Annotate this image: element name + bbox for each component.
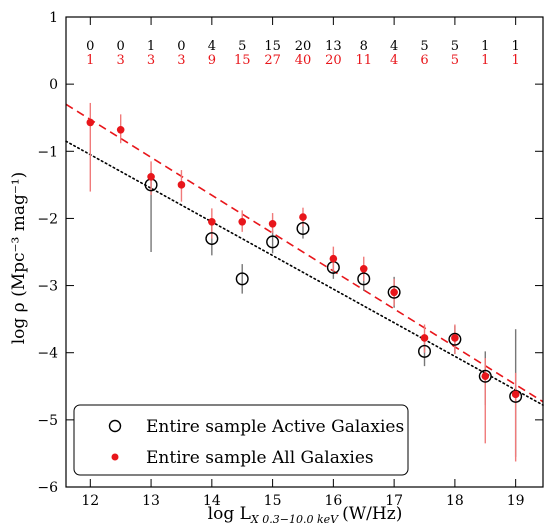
y-tick-label: −3: [37, 279, 58, 295]
count-all: 3: [117, 53, 125, 68]
x-tick-label: 16: [324, 493, 342, 509]
count-all: 1: [481, 53, 489, 68]
legend-box: [73, 404, 409, 476]
count-active: 0: [177, 39, 185, 54]
count-active: 1: [481, 39, 489, 54]
legend-label-all: Entire sample All Galaxies: [146, 448, 374, 468]
legend-marker-active: [108, 419, 122, 433]
marker-all: [329, 254, 338, 263]
x-tick-label: 15: [264, 493, 282, 509]
fit-line-dashed: [65, 103, 544, 403]
marker-all: [116, 126, 125, 134]
y-tick-label: −1: [37, 144, 58, 160]
count-all: 11: [355, 53, 372, 68]
count-active: 5: [420, 39, 428, 54]
fit-line-dotted: [65, 140, 544, 406]
count-all: 3: [177, 53, 185, 68]
count-active: 5: [238, 39, 246, 54]
data-markers: [86, 118, 523, 403]
count-all: 1: [86, 53, 94, 68]
count-active: 13: [325, 39, 342, 54]
marker-all: [359, 264, 368, 273]
y-tick-label: −4: [37, 346, 58, 362]
marker-all: [420, 334, 429, 342]
count-active: 1: [512, 39, 520, 54]
y-tick-label: 0: [49, 77, 58, 93]
axes: 12 13 14 15 16 17 18 19−6−5−4−3−2−101: [37, 10, 544, 509]
count-active: 15: [264, 39, 281, 54]
marker-active: [266, 235, 280, 249]
marker-all: [511, 390, 520, 399]
x-tick-label: 18: [446, 493, 464, 509]
marker-all: [147, 173, 155, 181]
marker-active: [296, 221, 310, 235]
count-all: 15: [234, 53, 251, 68]
count-all: 3: [147, 53, 155, 68]
marker-active: [357, 272, 371, 286]
x-tick-label: 12: [81, 493, 99, 509]
y-tick-label: −2: [37, 211, 58, 227]
marker-active: [418, 344, 432, 358]
plot-frame: [65, 16, 544, 488]
count-all: 27: [264, 53, 281, 68]
count-active: 0: [86, 39, 94, 54]
count-active: 0: [117, 39, 125, 54]
x-tick-label: 17: [385, 493, 403, 509]
marker-all: [208, 217, 216, 226]
marker-active: [205, 232, 219, 246]
count-all: 40: [295, 53, 312, 68]
count-all: 5: [451, 53, 459, 68]
marker-active: [478, 369, 492, 383]
y-tick-label: 1: [49, 10, 58, 26]
marker-all: [390, 288, 398, 297]
fit-lines: [65, 103, 544, 406]
x-axis-label: log LX 0.3−10.0 keV (W/Hz): [208, 504, 403, 526]
count-active: 4: [208, 39, 216, 54]
count-active: 5: [451, 39, 459, 54]
x-tick-label: 14: [203, 493, 221, 509]
legend-marker-all: [111, 453, 119, 461]
marker-all: [238, 217, 247, 226]
count-active: 4: [390, 39, 398, 54]
x-tick-label: 19: [507, 493, 525, 509]
y-tick-label: −6: [37, 480, 58, 496]
marker-active: [235, 272, 249, 286]
count-active: 8: [360, 39, 368, 54]
marker-all: [268, 220, 277, 228]
y-axis-label: log ρ (Mpc⁻³ mag⁻¹): [9, 172, 29, 345]
count-all: 4: [390, 53, 398, 68]
marker-active: [387, 285, 401, 299]
legend: Entire sample Active Galaxies Entire sam…: [73, 404, 409, 476]
marker-active: [448, 332, 462, 346]
legend-label-active: Entire sample Active Galaxies: [146, 417, 404, 437]
marker-all: [481, 372, 490, 381]
marker-all: [86, 118, 95, 127]
count-all: 1: [512, 53, 520, 68]
marker-all: [299, 213, 307, 221]
count-all: 6: [420, 53, 428, 68]
marker-all: [177, 181, 186, 189]
count-all: 9: [208, 53, 216, 68]
count-active: 1: [147, 39, 155, 54]
count-active: 20: [295, 39, 312, 54]
x-tick-label: 13: [142, 493, 160, 509]
count-all: 20: [325, 53, 342, 68]
y-tick-label: −5: [37, 413, 58, 429]
marker-all: [451, 334, 459, 342]
axis-labels: log LX 0.3−10.0 keV (W/Hz) log ρ (Mpc⁻³ m…: [9, 172, 402, 526]
